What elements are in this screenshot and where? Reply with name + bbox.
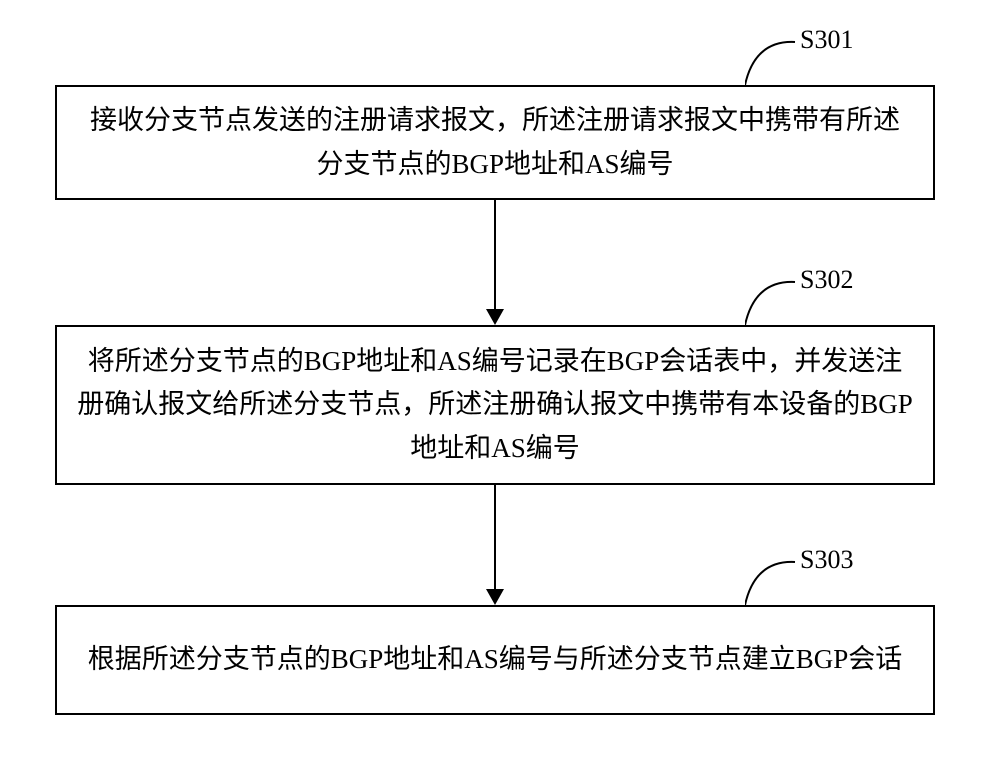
step-box-s302: 将所述分支节点的BGP地址和AS编号记录在BGP会话表中，并发送注册确认报文给所… (55, 325, 935, 485)
leader-line-s302 (745, 275, 805, 330)
step-label-text: S302 (800, 265, 853, 294)
step-label-text: S301 (800, 25, 853, 54)
leader-line-s301 (745, 35, 805, 90)
step-box-s303: 根据所述分支节点的BGP地址和AS编号与所述分支节点建立BGP会话 (55, 605, 935, 715)
flowchart-container: S301 接收分支节点发送的注册请求报文，所述注册请求报文中携带有所述分支节点的… (0, 0, 1000, 757)
step-box-s301: 接收分支节点发送的注册请求报文，所述注册请求报文中携带有所述分支节点的BGP地址… (55, 85, 935, 200)
step-label-text: S303 (800, 545, 853, 574)
step-text-s303: 根据所述分支节点的BGP地址和AS编号与所述分支节点建立BGP会话 (88, 638, 903, 681)
step-label-s303: S303 (800, 545, 853, 575)
arrow-head-1 (486, 309, 504, 325)
step-text-s301: 接收分支节点发送的注册请求报文，所述注册请求报文中携带有所述分支节点的BGP地址… (77, 99, 913, 185)
step-label-s302: S302 (800, 265, 853, 295)
arrow-line-1 (494, 200, 496, 310)
leader-line-s303 (745, 555, 805, 610)
arrow-head-2 (486, 589, 504, 605)
step-text-s302: 将所述分支节点的BGP地址和AS编号记录在BGP会话表中，并发送注册确认报文给所… (77, 340, 913, 470)
arrow-line-2 (494, 485, 496, 590)
step-label-s301: S301 (800, 25, 853, 55)
